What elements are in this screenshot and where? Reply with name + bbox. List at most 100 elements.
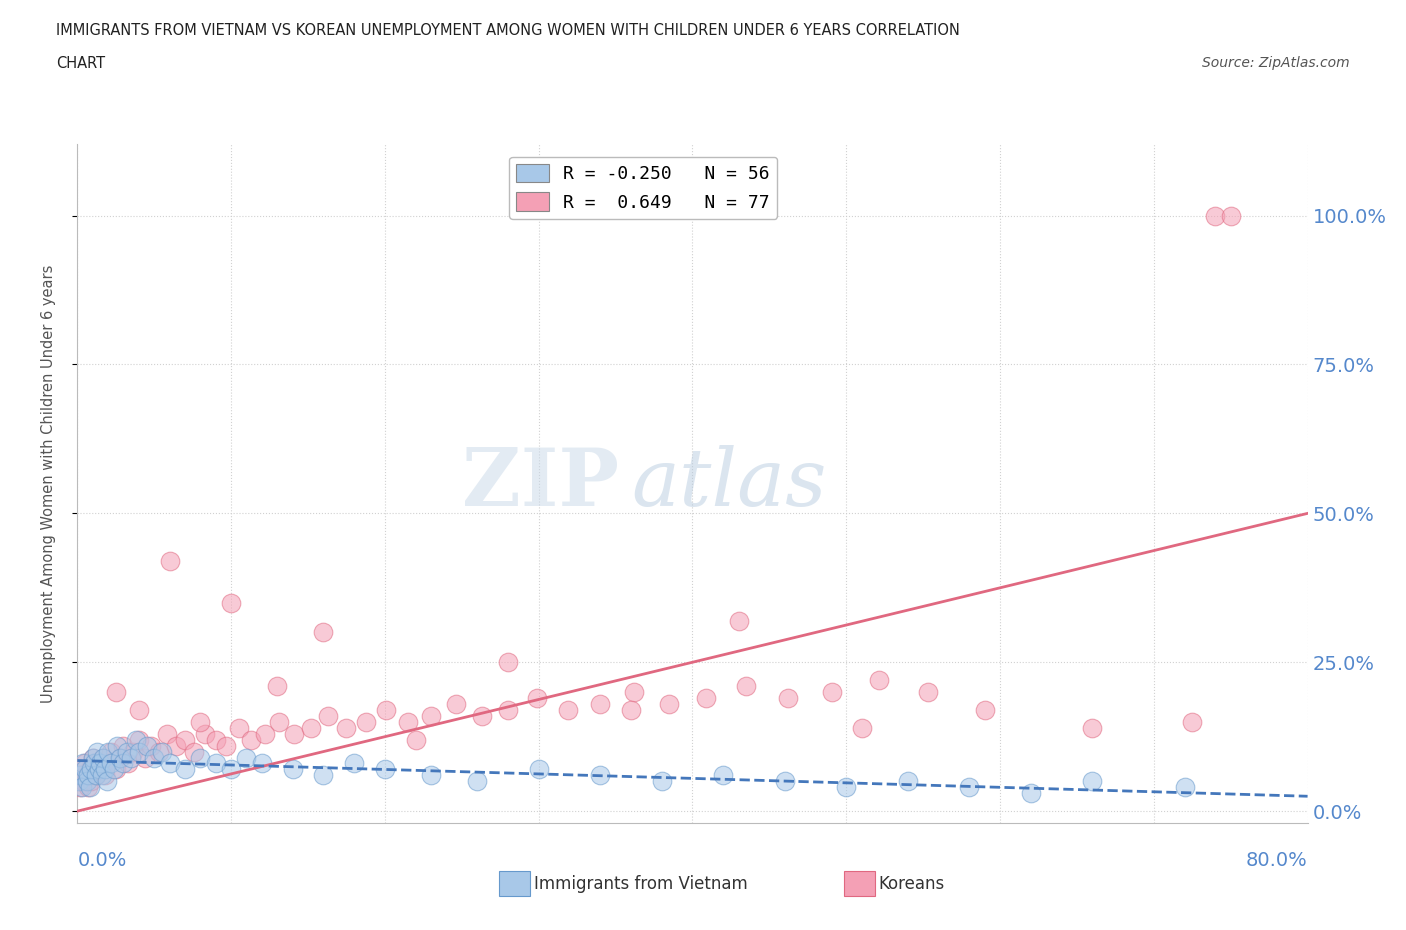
Point xyxy=(159,756,181,771)
Point xyxy=(335,721,357,736)
Point xyxy=(651,774,673,789)
Point xyxy=(80,762,103,777)
Point xyxy=(527,762,550,777)
Point xyxy=(235,751,257,765)
Point xyxy=(281,762,304,777)
Point xyxy=(312,625,335,640)
Point xyxy=(93,751,115,765)
Text: ZIP: ZIP xyxy=(461,445,619,523)
Point xyxy=(343,756,366,771)
Point xyxy=(1181,714,1204,729)
Point xyxy=(69,768,91,783)
Point xyxy=(266,679,288,694)
Point xyxy=(496,702,519,717)
Point xyxy=(219,595,242,610)
Point xyxy=(374,762,396,777)
Point xyxy=(356,714,378,729)
Point xyxy=(83,762,105,777)
Point xyxy=(228,721,250,736)
Point xyxy=(444,697,467,711)
Point xyxy=(143,751,166,765)
Point xyxy=(188,751,212,765)
Point xyxy=(821,684,844,699)
Point xyxy=(589,768,612,783)
Point xyxy=(73,756,96,771)
Text: IMMIGRANTS FROM VIETNAM VS KOREAN UNEMPLOYMENT AMONG WOMEN WITH CHILDREN UNDER 6: IMMIGRANTS FROM VIETNAM VS KOREAN UNEMPL… xyxy=(56,23,960,38)
Text: CHART: CHART xyxy=(56,56,105,71)
Point xyxy=(94,768,117,783)
Point xyxy=(89,756,111,771)
Text: atlas: atlas xyxy=(631,445,827,523)
Point xyxy=(868,672,890,687)
Point xyxy=(141,738,163,753)
Point xyxy=(84,768,107,783)
Point xyxy=(835,780,858,795)
Point xyxy=(83,756,105,771)
Point xyxy=(96,774,118,789)
Point xyxy=(104,762,127,777)
Point xyxy=(79,780,101,795)
Point xyxy=(128,702,150,717)
Point xyxy=(496,655,519,670)
Point xyxy=(77,768,100,783)
Point xyxy=(1219,208,1241,223)
Point xyxy=(253,726,276,741)
Point xyxy=(110,751,132,765)
Point xyxy=(103,762,125,777)
Point xyxy=(299,721,322,736)
Point xyxy=(100,744,122,759)
Point xyxy=(405,732,427,747)
Point xyxy=(776,691,799,706)
Point xyxy=(589,697,612,711)
Point xyxy=(1174,780,1197,795)
Point xyxy=(94,762,117,777)
Point xyxy=(174,762,197,777)
Point xyxy=(86,744,108,759)
Point xyxy=(917,684,939,699)
Point xyxy=(471,709,494,724)
Point xyxy=(174,732,197,747)
Text: Source: ZipAtlas.com: Source: ZipAtlas.com xyxy=(1202,56,1350,70)
Point xyxy=(465,774,488,789)
Point xyxy=(72,756,94,771)
Point xyxy=(1081,721,1104,736)
Point xyxy=(375,702,398,717)
Point xyxy=(204,756,226,771)
Point xyxy=(183,744,205,759)
Text: Immigrants from Vietnam: Immigrants from Vietnam xyxy=(534,874,748,893)
Point xyxy=(112,738,135,753)
Point xyxy=(84,768,107,783)
Point xyxy=(104,684,127,699)
Point xyxy=(194,726,217,741)
Point xyxy=(420,768,443,783)
Point xyxy=(695,691,717,706)
Point xyxy=(117,756,139,771)
Point xyxy=(82,751,104,765)
Point xyxy=(620,702,643,717)
Point xyxy=(165,738,187,753)
Point xyxy=(312,768,335,783)
Point xyxy=(67,768,90,783)
Point xyxy=(80,774,103,789)
Point xyxy=(711,768,734,783)
Point xyxy=(115,744,138,759)
Point xyxy=(773,774,796,789)
Point xyxy=(159,553,181,568)
Point xyxy=(76,774,98,789)
Point xyxy=(121,744,143,759)
Point xyxy=(120,751,142,765)
Point xyxy=(105,738,128,753)
Point xyxy=(90,768,114,783)
Point xyxy=(72,774,94,789)
Point xyxy=(215,738,238,753)
Point xyxy=(97,756,120,771)
Point xyxy=(100,756,122,771)
Point xyxy=(240,732,263,747)
Y-axis label: Unemployment Among Women with Children Under 6 years: Unemployment Among Women with Children U… xyxy=(42,264,56,703)
Point xyxy=(219,762,242,777)
Point xyxy=(851,721,873,736)
Point xyxy=(526,691,548,706)
Point xyxy=(420,709,443,724)
Point xyxy=(97,744,120,759)
Point xyxy=(93,751,115,765)
